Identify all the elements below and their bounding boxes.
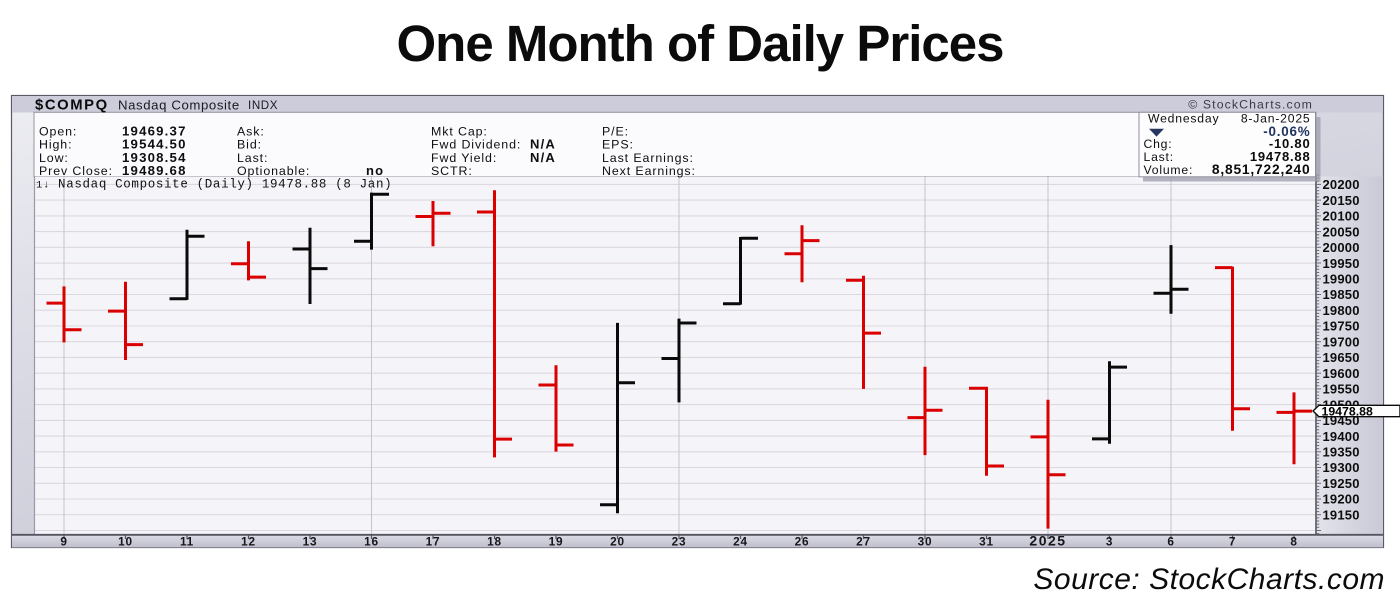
svg-text:20150: 20150 [1323,193,1360,208]
svg-text:19700: 19700 [1323,334,1360,349]
svg-text:19250: 19250 [1323,476,1360,491]
svg-text:19200: 19200 [1323,492,1360,507]
svg-text:Last:: Last: [237,151,268,165]
svg-text:19800: 19800 [1323,303,1360,318]
svg-text:Next Earnings:: Next Earnings: [602,164,696,178]
svg-text:20050: 20050 [1323,224,1360,239]
svg-text:19308.54: 19308.54 [122,150,187,165]
svg-text:INDX: INDX [248,99,278,112]
svg-text:3: 3 [1106,535,1113,549]
svg-text:19850: 19850 [1323,287,1360,302]
svg-text:18: 18 [487,535,502,549]
svg-text:19150: 19150 [1323,507,1360,522]
svg-text:Nasdaq Composite: Nasdaq Composite [118,98,240,113]
svg-text:19550: 19550 [1323,382,1360,397]
svg-text:Bid:: Bid: [237,138,262,152]
svg-text:-0.06%: -0.06% [1263,124,1310,139]
svg-text:26: 26 [795,535,810,549]
svg-text:no: no [366,163,384,178]
svg-text:19: 19 [549,535,564,549]
svg-text:11: 11 [180,535,194,549]
svg-text:Chg:: Chg: [1144,137,1173,151]
svg-text:10: 10 [118,535,133,549]
svg-text:19650: 19650 [1323,350,1360,365]
svg-text:20200: 20200 [1323,177,1360,192]
svg-text:Wednesday: Wednesday [1148,111,1219,125]
svg-text:16: 16 [364,535,379,549]
svg-text:19950: 19950 [1323,256,1360,271]
svg-text:© StockCharts.com: © StockCharts.com [1188,98,1313,112]
svg-text:9: 9 [60,535,67,549]
svg-text:19478.88: 19478.88 [1250,149,1311,164]
svg-text:2025: 2025 [1029,533,1066,549]
svg-text:7: 7 [1229,535,1236,549]
svg-text:Open:: Open: [39,124,77,138]
svg-text:8-Jan-2025: 8-Jan-2025 [1241,111,1311,125]
svg-text:19300: 19300 [1323,460,1360,475]
svg-text:19489.68: 19489.68 [122,163,187,178]
svg-text:30: 30 [918,535,933,549]
svg-text:19544.50: 19544.50 [122,137,187,152]
svg-text:8,851,722,240: 8,851,722,240 [1212,162,1311,177]
svg-text:Low:: Low: [39,151,69,165]
svg-text:20100: 20100 [1323,209,1360,224]
svg-text:23: 23 [672,535,687,549]
svg-text:Optionable:: Optionable: [237,164,310,178]
svg-text:-10.80: -10.80 [1269,136,1311,151]
svg-text:8: 8 [1290,535,1297,549]
svg-text:19469.37: 19469.37 [122,123,187,138]
svg-text:20: 20 [610,535,625,549]
svg-text:19350: 19350 [1323,445,1360,460]
svg-text:Last Earnings:: Last Earnings: [602,151,694,165]
svg-text:27: 27 [856,535,871,549]
svg-text:Fwd Yield:: Fwd Yield: [431,151,497,165]
svg-text:20000: 20000 [1323,240,1360,255]
svg-text:31: 31 [979,535,994,549]
svg-text:P/E:: P/E: [602,124,629,138]
svg-text:Source: StockCharts.com: Source: StockCharts.com [1033,563,1385,596]
svg-text:Mkt Cap:: Mkt Cap: [431,124,488,138]
svg-text:Prev Close:: Prev Close: [39,164,113,178]
svg-text:12: 12 [241,535,256,549]
svg-text:EPS:: EPS: [602,138,634,152]
svg-text:N/A: N/A [530,137,556,152]
svg-text:19400: 19400 [1323,429,1360,444]
svg-text:One Month of Daily Prices: One Month of Daily Prices [397,15,1004,72]
svg-text:6: 6 [1167,535,1174,549]
svg-text:N/A: N/A [530,150,556,165]
svg-text:13: 13 [303,535,318,549]
svg-text:Fwd Dividend:: Fwd Dividend: [431,138,521,152]
svg-text:19900: 19900 [1323,272,1360,287]
svg-text:24: 24 [733,535,748,549]
svg-text:$COMPQ: $COMPQ [35,98,109,114]
svg-text:Last:: Last: [1144,150,1174,164]
svg-text:High:: High: [39,138,72,152]
svg-text:Volume:: Volume: [1144,163,1194,177]
svg-text:1↓ Nasdaq Composite (Daily) 19: 1↓ Nasdaq Composite (Daily) 19478.88 (8 … [36,178,392,192]
svg-text:Ask:: Ask: [237,124,265,138]
svg-text:17: 17 [426,535,441,549]
svg-text:SCTR:: SCTR: [431,164,473,178]
svg-text:19478.88: 19478.88 [1322,405,1373,419]
svg-text:19600: 19600 [1323,366,1360,381]
svg-text:19750: 19750 [1323,319,1360,334]
